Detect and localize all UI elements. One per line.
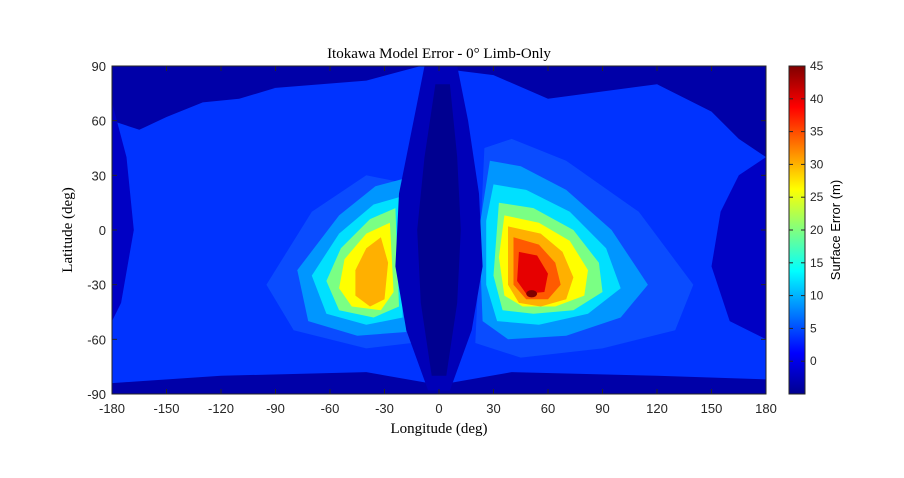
x-tick-label: 180: [755, 401, 777, 416]
chart-title: Itokawa Model Error - 0° Limb-Only: [327, 46, 551, 62]
x-tick-label: -60: [321, 401, 340, 416]
west-edge-low-error: [112, 102, 134, 322]
y-tick-label: 0: [99, 223, 106, 238]
west-lobe-30m: [355, 237, 389, 307]
east-edge-low-error: [711, 157, 766, 340]
colorbar-tick-label: 0: [810, 354, 817, 368]
central-seam-core: [417, 84, 461, 376]
plot-area: [112, 66, 766, 394]
y-tick-label: -60: [87, 332, 106, 347]
x-tick-label: 60: [541, 401, 555, 416]
x-tick-label: -120: [208, 401, 234, 416]
colorbar-tick-label: 40: [810, 92, 824, 106]
colorbar-tick-label: 45: [810, 59, 824, 73]
northeast-low-error: [657, 66, 766, 158]
colorbar-tick-label: 5: [810, 321, 817, 335]
y-axis-label: Latitude (deg): [60, 187, 76, 272]
colorbar-tick-label: 20: [810, 223, 824, 237]
north-polar-low-error: [112, 66, 766, 99]
x-tick-label: 90: [595, 401, 609, 416]
colorbar-tick-label: 10: [810, 289, 824, 303]
colorbar-tick-label: 35: [810, 125, 824, 139]
colorbar-tick-label: 15: [810, 256, 824, 270]
south-polar-low-error: [112, 372, 766, 394]
contour-layer: [112, 66, 766, 394]
east-lobe-40m: [517, 251, 548, 294]
east-lobe-peak: [526, 290, 538, 298]
northwest-low-error: [112, 66, 276, 130]
y-tick-label: 30: [92, 168, 106, 183]
y-axis: 90 60 30 0 -30 -60 -90: [87, 59, 766, 402]
x-tick-label: 30: [486, 401, 500, 416]
colorbar-tick-label: 25: [810, 190, 824, 204]
x-tick-label: -30: [375, 401, 394, 416]
colorbar-tick-label: 30: [810, 157, 824, 171]
colorbar-ticks: 45 40 35 30 25 20 15 10 5 0: [789, 59, 824, 368]
x-tick-label: 150: [701, 401, 723, 416]
y-tick-label: 90: [92, 59, 106, 74]
y-tick-label: -30: [87, 278, 106, 293]
x-tick-label: 120: [646, 401, 668, 416]
x-tick-label: -150: [153, 401, 179, 416]
colorbar: 45 40 35 30 25 20 15 10 5 0 Surface Error (m): [788, 59, 843, 395]
x-tick-label: -90: [266, 401, 285, 416]
x-tick-label: 0: [435, 401, 442, 416]
x-axis: -180 -150 -120 -90 -60 -30 0 30 60 90 120 150 180: [99, 66, 777, 416]
x-axis-label: Longitude (deg): [390, 421, 487, 437]
y-tick-label: -90: [87, 387, 106, 402]
colorbar-label: Surface Error (m): [828, 180, 843, 280]
x-tick-label: -180: [99, 401, 125, 416]
y-tick-label: 60: [92, 114, 106, 129]
